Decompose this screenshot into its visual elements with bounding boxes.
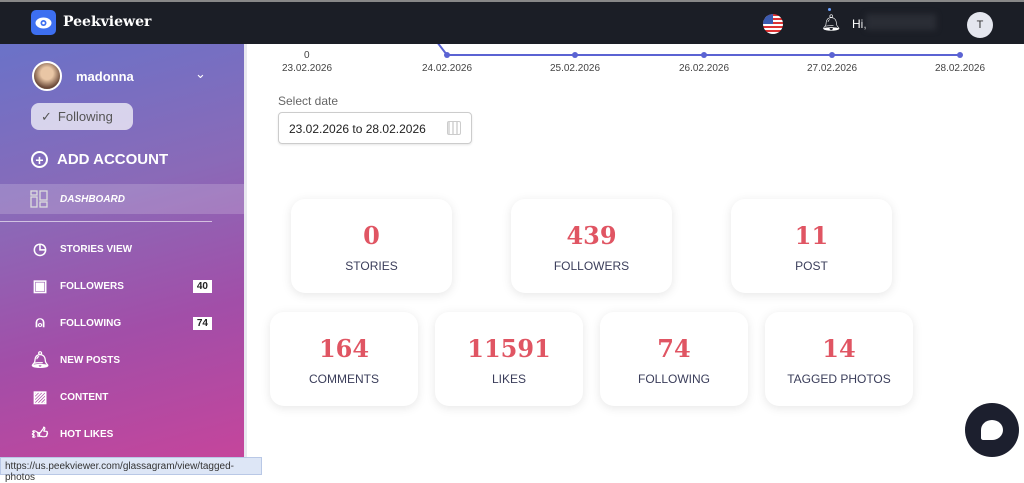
stat-value: 0 (363, 221, 380, 250)
bell-ring-icon: 🔔︎ (29, 352, 51, 369)
notification-dot (828, 8, 831, 11)
stat-card-likes[interactable]: 11591 LIKES (435, 312, 583, 406)
sidebar-item-dashboard[interactable]: DASHBOARD (0, 184, 244, 214)
user-add-icon: ⍝ (35, 314, 45, 331)
chat-button[interactable] (965, 403, 1019, 457)
divider (0, 221, 212, 222)
stat-label: FOLLOWING (637, 372, 710, 386)
thumbs-up-icon: 👍︎ (31, 425, 49, 443)
x-tick-label: 28.02.2026 (934, 63, 986, 74)
stat-label: LIKES (491, 372, 527, 386)
chevron-down-icon[interactable]: ⌄ (195, 66, 206, 81)
x-tick-label: 24.02.2026 (421, 63, 473, 74)
stat-value: 439 (566, 221, 617, 250)
followers-icon: ▣ (32, 278, 48, 295)
add-account-button[interactable]: + ADD ACCOUNT (31, 151, 168, 168)
dashboard-icon (30, 190, 48, 208)
sidebar-item-label: HOT LIKES (60, 428, 114, 440)
bell-icon[interactable]: 🔔︎ (821, 15, 842, 32)
stat-card-stories[interactable]: 0 STORIES (291, 199, 452, 293)
profile-avatar (32, 61, 62, 91)
sidebar-item-label: NEW POSTS (60, 354, 121, 366)
count-badge: 74 (192, 316, 212, 330)
data-point (701, 52, 707, 58)
clock-icon: ◷ (33, 241, 47, 258)
us-flag-icon[interactable] (763, 14, 783, 34)
avatar[interactable]: T (967, 12, 993, 38)
data-point (829, 52, 835, 58)
add-account-label: ADD ACCOUNT (57, 151, 169, 168)
stat-value: 74 (657, 334, 691, 363)
calendar-icon[interactable] (447, 121, 461, 135)
sidebar-item-hot-likes[interactable]: 👍︎ HOT LIKES (30, 423, 212, 445)
data-point (572, 52, 578, 58)
stat-card-tagged-photos[interactable]: 14 TAGGED PHOTOS (765, 312, 913, 406)
date-range-value: 23.02.2026 to 28.02.2026 (289, 122, 426, 136)
x-tick-label: 23.02.2026 (281, 63, 333, 74)
stat-value: 164 (318, 334, 370, 363)
select-date-label: Select date (278, 94, 339, 108)
sidebar: madonna ⌄ ✓ Following + ADD ACCOUNT DASHBO… (0, 44, 247, 475)
account-name[interactable]: madonna (76, 69, 134, 84)
sidebar-item-label: FOLLOWERS (60, 280, 124, 292)
y-tick-zero: 0 (304, 50, 310, 61)
sidebar-item-stories-view[interactable]: ◷ STORIES VIEW (30, 238, 212, 260)
stat-value: 11591 (467, 334, 551, 363)
sidebar-item-label: FOLLOWING (60, 317, 122, 329)
sidebar-item-content[interactable]: ▨ CONTENT (30, 386, 212, 408)
stat-label: POST (795, 259, 828, 273)
following-label: Following (57, 109, 113, 124)
sidebar-item-label: STORIES VIEW (60, 243, 133, 255)
stat-label: FOLLOWERS (553, 259, 630, 273)
data-point (444, 52, 450, 58)
stat-label: COMMENTS (309, 372, 379, 386)
followers-chart (437, 44, 963, 58)
check-circle-icon: ✓ (41, 108, 52, 124)
sidebar-item-new-posts[interactable]: 🔔︎ NEW POSTS (30, 349, 212, 371)
date-range-input[interactable]: 23.02.2026 to 28.02.2026 (278, 112, 472, 144)
following-button[interactable]: ✓ Following (31, 103, 133, 130)
count-badge: 40 (192, 279, 212, 293)
brand-name[interactable]: Peekviewer (63, 14, 152, 30)
greeting: Hi, (852, 17, 867, 31)
image-icon: ▨ (32, 389, 48, 406)
dashboard-label: DASHBOARD (60, 193, 125, 205)
chat-bubble-icon (981, 420, 1003, 440)
sidebar-item-following[interactable]: ⍝ FOLLOWING 74 (30, 312, 212, 334)
stat-card-following[interactable]: 74 FOLLOWING (600, 312, 748, 406)
stat-label: STORIES (345, 259, 398, 273)
sidebar-item-followers[interactable]: ▣ FOLLOWERS 40 (30, 275, 212, 297)
series-line (437, 44, 960, 56)
x-tick-label: 26.02.2026 (678, 63, 730, 74)
redacted-username (866, 14, 936, 30)
status-bar-url: https://us.peekviewer.com/glassagram/vie… (0, 457, 262, 483)
plus-circle-icon: + (31, 151, 48, 168)
sidebar-item-label: CONTENT (60, 391, 109, 403)
top-bar: Peekviewer 🔔︎ Hi, T (0, 0, 1024, 44)
stat-card-comments[interactable]: 164 COMMENTS (270, 312, 418, 406)
stat-value: 11 (794, 221, 829, 250)
stat-card-followers[interactable]: 439 FOLLOWERS (511, 199, 672, 293)
x-tick-label: 27.02.2026 (806, 63, 858, 74)
logo-eye-icon[interactable] (31, 10, 56, 35)
stat-card-post[interactable]: 11 POST (731, 199, 892, 293)
data-point (957, 52, 963, 58)
stat-label: TAGGED PHOTOS (787, 372, 891, 386)
x-tick-label: 25.02.2026 (549, 63, 601, 74)
stat-value: 14 (822, 334, 856, 363)
